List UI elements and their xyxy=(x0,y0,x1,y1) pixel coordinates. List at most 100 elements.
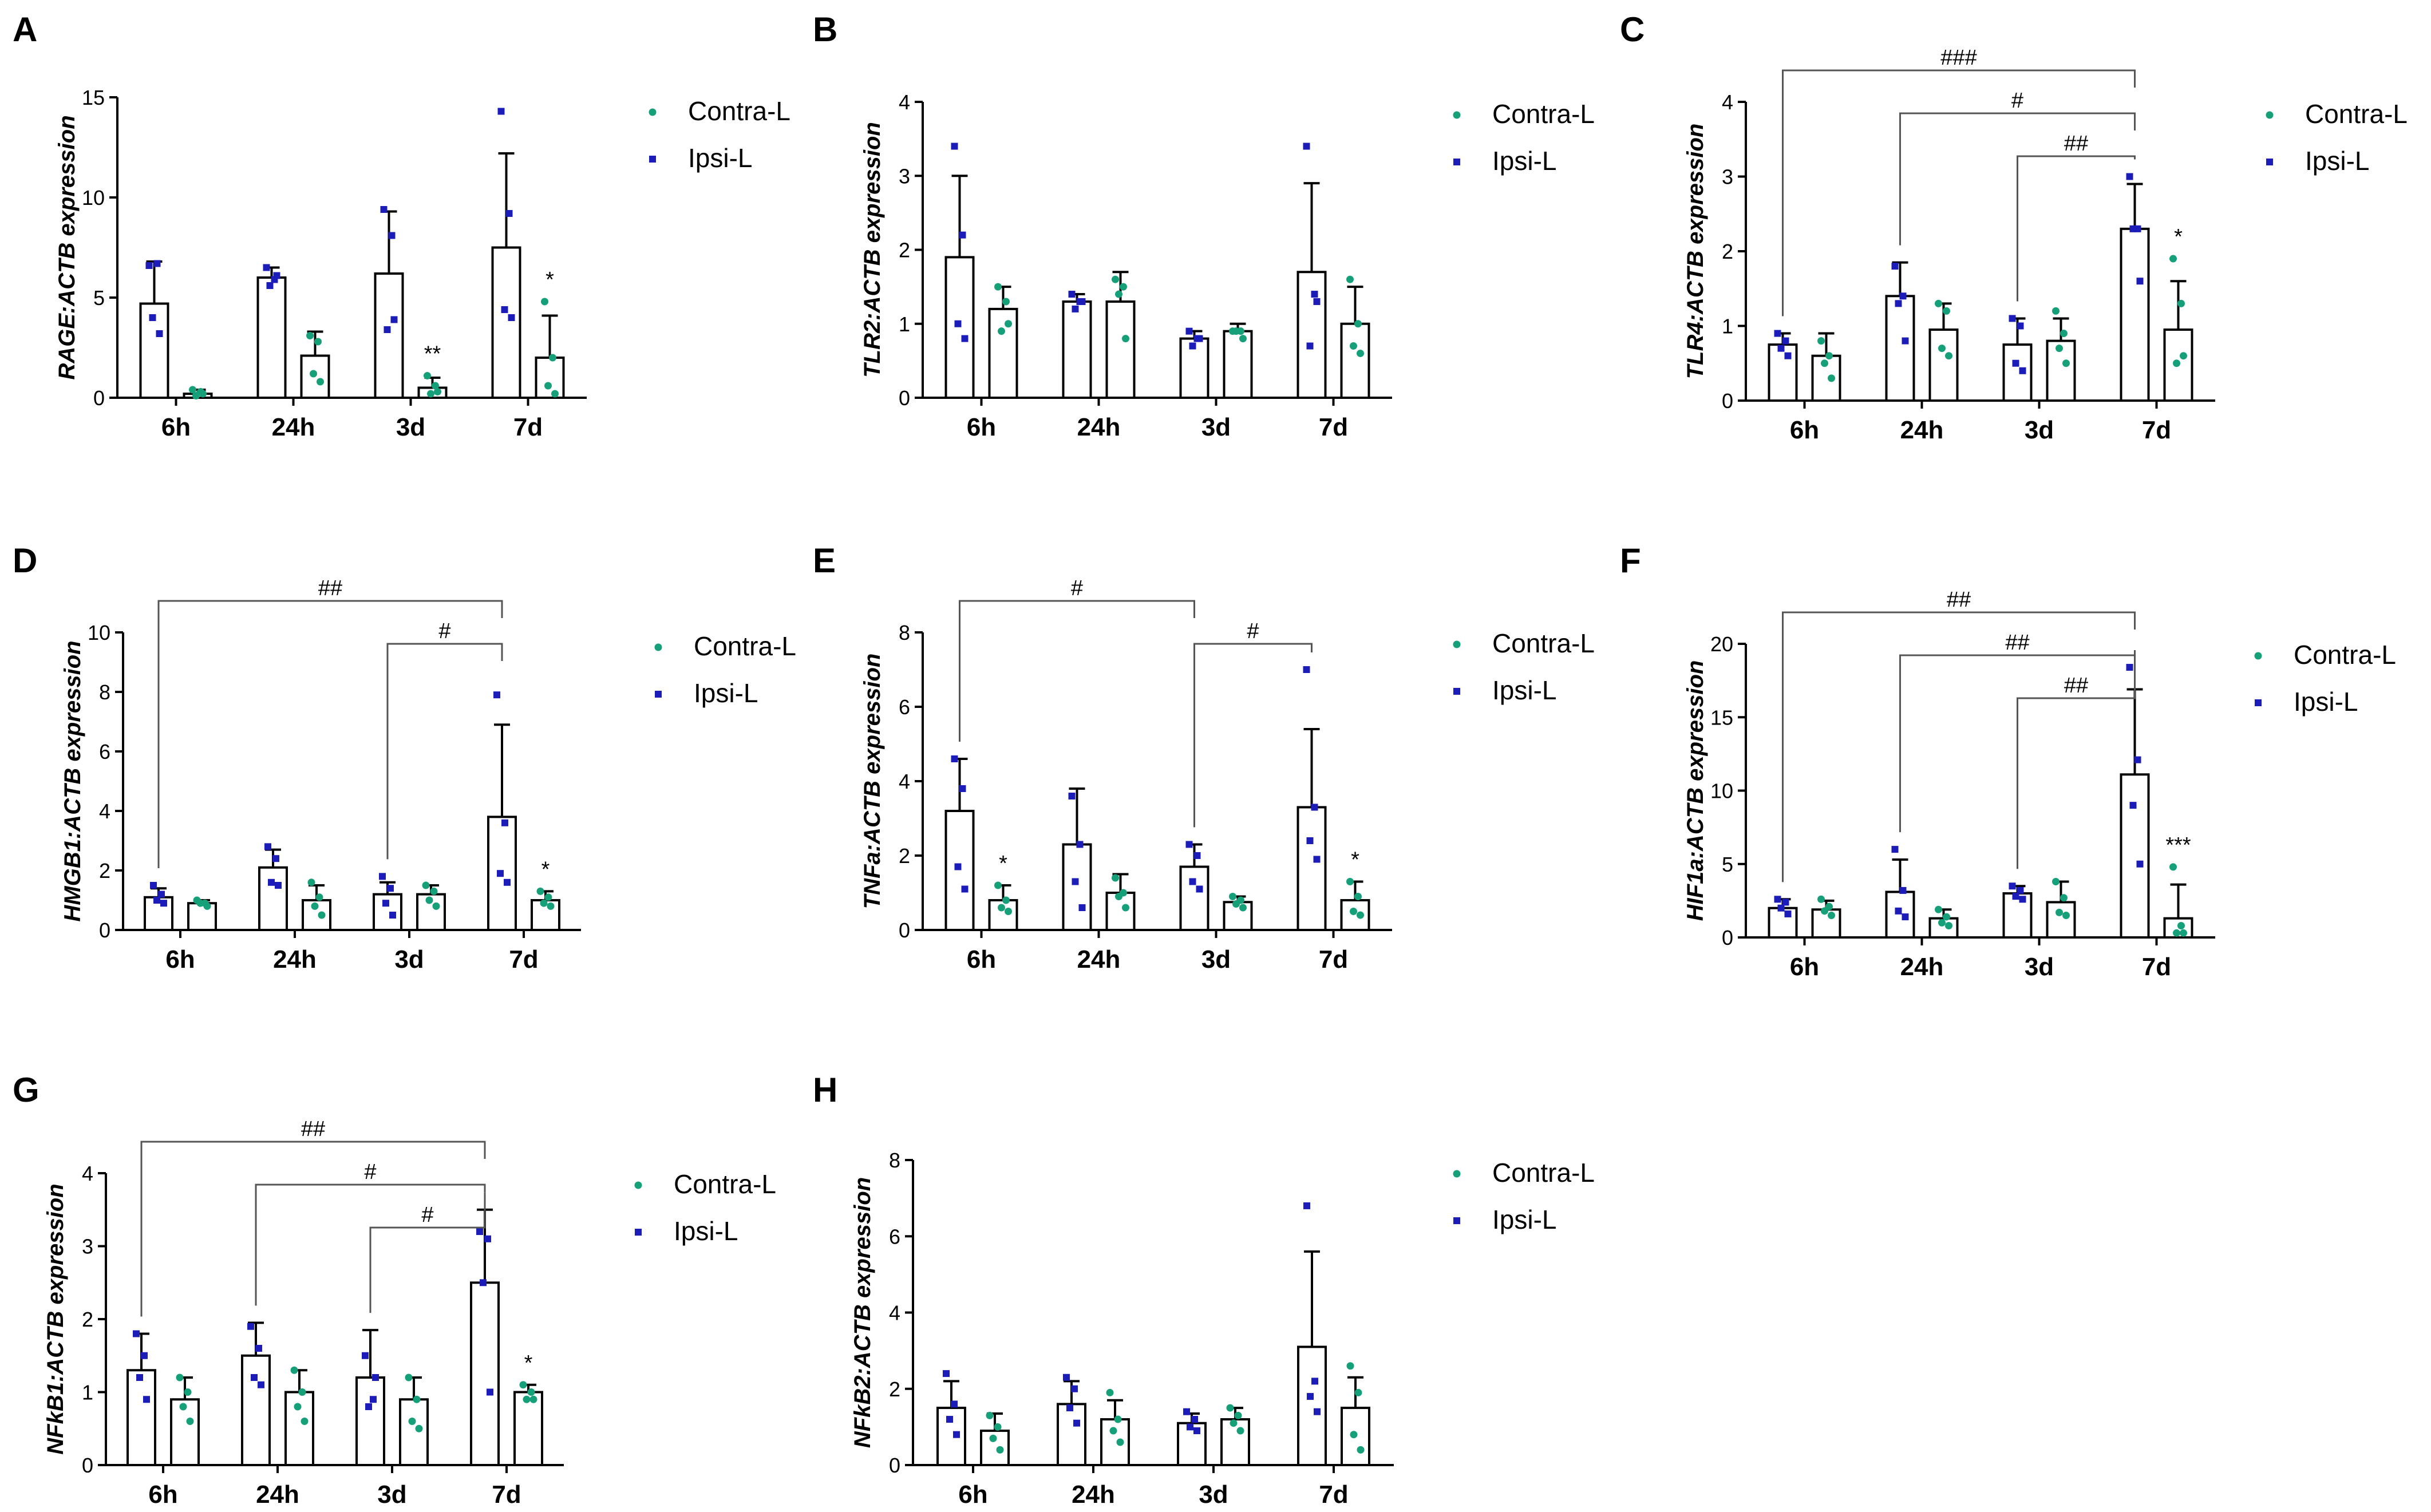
data-point xyxy=(1938,345,1946,353)
x-tick-label: 7d xyxy=(509,945,538,973)
y-axis-title: TLR2:ACTB expression xyxy=(860,122,885,378)
bar xyxy=(1220,1418,1250,1467)
bar xyxy=(127,1369,156,1466)
x-tick-label: 24h xyxy=(272,413,315,441)
data-point xyxy=(1185,327,1193,335)
legend-ipsi-marker xyxy=(1453,688,1460,695)
data-point xyxy=(311,902,319,910)
data-point xyxy=(1116,1438,1124,1446)
bar xyxy=(2046,901,2076,939)
y-tick-label: 3 xyxy=(1722,165,1733,189)
legend-contra-label: Contra-L xyxy=(1492,628,1595,658)
bar xyxy=(1057,1403,1086,1466)
data-point xyxy=(186,1418,194,1425)
data-point xyxy=(189,386,196,394)
bar xyxy=(988,307,1018,399)
data-point xyxy=(527,1388,535,1396)
bar xyxy=(2002,343,2033,402)
bar xyxy=(1928,328,1959,402)
data-point xyxy=(505,210,513,217)
data-point xyxy=(1236,1427,1244,1435)
data-point xyxy=(1109,1427,1117,1435)
data-point xyxy=(314,338,322,346)
data-point xyxy=(1230,1419,1238,1427)
legend-contra-label: Contra-L xyxy=(688,96,790,126)
data-point xyxy=(199,390,207,398)
x-tick-label: 3d xyxy=(2025,953,2054,981)
data-point xyxy=(2126,664,2133,671)
data-point xyxy=(1239,335,1247,343)
y-tick-label: 2 xyxy=(99,859,110,882)
data-point xyxy=(203,902,211,910)
data-point xyxy=(954,320,962,327)
comparison-label: ## xyxy=(2005,631,2029,655)
data-point xyxy=(290,1366,298,1374)
data-point xyxy=(1303,666,1310,673)
bar xyxy=(2120,773,2150,939)
data-point xyxy=(2180,352,2187,360)
bar xyxy=(170,1398,200,1466)
significance-marker: * xyxy=(2174,225,2183,249)
data-point xyxy=(508,314,515,321)
data-point xyxy=(1935,905,1942,913)
data-point xyxy=(384,326,391,333)
data-point xyxy=(141,1352,148,1359)
panel-letter: F xyxy=(1620,541,1641,580)
data-point xyxy=(390,316,398,323)
bar xyxy=(373,893,402,931)
data-point xyxy=(382,900,389,907)
data-point xyxy=(961,885,969,893)
data-point xyxy=(1187,1423,1193,1431)
x-tick-label: 24h xyxy=(1077,413,1121,441)
data-point xyxy=(961,335,969,342)
series-ipsi-l xyxy=(944,666,1327,931)
series-ipsi-l xyxy=(139,108,521,399)
data-point xyxy=(1072,878,1079,885)
data-point xyxy=(2052,307,2060,315)
data-point xyxy=(1306,837,1314,844)
y-tick-label: 4 xyxy=(82,1162,93,1185)
comparison-bracket xyxy=(1782,69,2136,316)
y-tick-label: 3 xyxy=(82,1235,93,1258)
bar xyxy=(1105,300,1136,399)
data-point xyxy=(959,785,966,792)
data-point xyxy=(943,1370,950,1378)
data-point xyxy=(2134,756,2141,763)
comparison-label: ## xyxy=(318,576,342,600)
data-point xyxy=(1777,904,1785,912)
y-tick-label: 5 xyxy=(93,286,105,310)
data-point xyxy=(1784,352,1792,359)
data-point xyxy=(389,912,396,919)
legend: Contra-L Ipsi-L xyxy=(1453,99,1595,176)
data-point xyxy=(2017,322,2024,330)
bar xyxy=(2002,892,2033,939)
panel-letter: G xyxy=(13,1071,39,1109)
legend: Contra-L Ipsi-L xyxy=(649,96,790,173)
data-point xyxy=(951,1400,958,1408)
data-point xyxy=(1821,907,1828,915)
data-point xyxy=(425,896,433,904)
data-point xyxy=(996,1446,1004,1454)
bar xyxy=(241,1354,271,1466)
y-tick-label: 6 xyxy=(899,695,910,719)
series-ipsi-l xyxy=(1768,173,2150,402)
bar xyxy=(944,810,975,931)
y-tick-label: 2 xyxy=(899,239,910,262)
data-point xyxy=(476,1228,483,1235)
data-point xyxy=(156,330,163,337)
legend-ipsi-marker xyxy=(1453,1217,1460,1224)
y-tick-label: 0 xyxy=(99,919,110,942)
data-point xyxy=(493,691,500,699)
data-point xyxy=(158,890,165,898)
legend: Contra-L Ipsi-L xyxy=(1453,1158,1595,1234)
comparison-bracket xyxy=(157,600,503,868)
x-tick-label: 6h xyxy=(967,945,996,973)
x-tick-label: 24h xyxy=(273,945,317,973)
data-point xyxy=(1899,292,1907,300)
data-point xyxy=(994,881,1002,889)
bar xyxy=(1062,843,1092,931)
data-point xyxy=(365,1403,372,1410)
panel-letter: H xyxy=(813,1071,837,1109)
